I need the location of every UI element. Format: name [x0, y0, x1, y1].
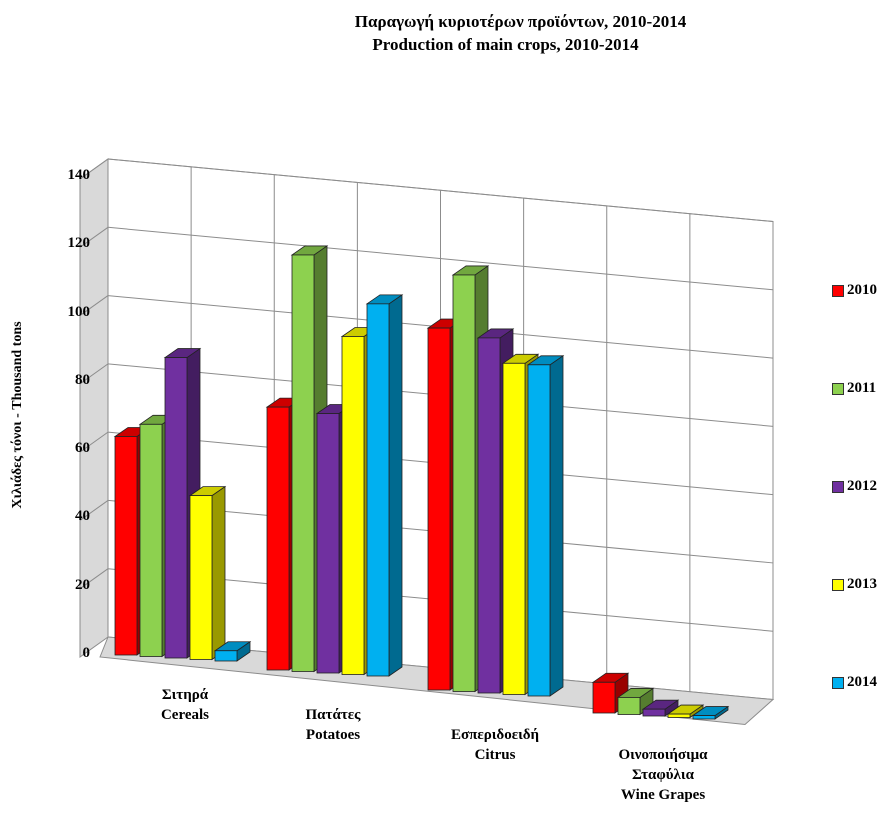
bar-2011: [617, 697, 641, 715]
y-tick-label: 20: [75, 576, 90, 593]
gridline: [79, 295, 109, 316]
gridline: [79, 500, 109, 521]
y-tick-label: 140: [67, 167, 91, 183]
title-greek: Παραγωγή κυριοτέρων προϊόντων, 2010-2014: [354, 12, 687, 31]
bar-2014: [214, 650, 238, 662]
legend-label: 2012: [847, 478, 877, 494]
bar-2010: [266, 406, 290, 671]
bar-2013: [667, 713, 691, 718]
legend-swatch: [832, 382, 844, 395]
bar-2013: [189, 495, 213, 660]
gridline: [79, 158, 109, 180]
legend-item: 2011: [832, 380, 876, 397]
bar-2014: [692, 715, 716, 720]
bar-2010: [114, 436, 138, 656]
bar-side-2014: [549, 355, 564, 697]
gridline: [79, 363, 109, 385]
legend-item: 2010: [832, 282, 877, 299]
category-label: Σιτηρά Cereals: [160, 687, 210, 723]
legend-swatch: [832, 284, 844, 297]
title-english: Production of main crops, 2010-2014: [372, 35, 639, 54]
y-tick-label: 40: [75, 508, 90, 525]
bar-side-2013: [211, 485, 226, 661]
bar-2013: [341, 336, 365, 675]
bar-2012: [642, 708, 666, 717]
bar-2014: [366, 303, 390, 677]
gridline: [79, 226, 109, 248]
legend-label: 2011: [847, 380, 877, 396]
bar-2012: [477, 337, 501, 694]
bar-2010: [427, 327, 451, 691]
y-tick-label: 60: [75, 440, 90, 457]
bar-2011: [139, 423, 163, 657]
bar-2010: [592, 681, 616, 714]
bar-2013: [502, 362, 526, 695]
y-tick-label: 0: [82, 645, 91, 661]
chart-title: Παραγωγή κυριοτέρων προϊόντων, 2010-2014…: [0, 10, 891, 56]
bar-2011: [291, 254, 315, 672]
bar-2012: [164, 357, 188, 659]
bar-side-2014: [388, 294, 403, 677]
bar-2014: [527, 364, 551, 697]
gridline: [79, 568, 109, 590]
y-tick-label: 80: [75, 371, 90, 388]
legend-label: 2013: [847, 576, 877, 592]
legend-item: 2014: [832, 674, 877, 691]
legend-item: 2012: [832, 478, 877, 495]
category-label: Εσπεριδοειδή Citrus: [450, 727, 540, 763]
bar-2011: [452, 274, 476, 692]
legend-label: 2010: [847, 282, 877, 298]
legend-swatch: [832, 676, 844, 689]
legend-swatch: [832, 480, 844, 493]
category-label: Οινοποιήσιμα Σταφύλια Wine Grapes: [618, 747, 708, 803]
legend-swatch: [832, 578, 844, 591]
legend-label: 2014: [847, 674, 877, 690]
bar-2012: [316, 413, 340, 674]
category-label: Πατάτες Potatoes: [305, 707, 361, 743]
legend-item: 2013: [832, 576, 877, 593]
gridline: [79, 431, 109, 453]
y-tick-label: 100: [67, 303, 91, 320]
y-tick-label: 120: [67, 235, 91, 252]
